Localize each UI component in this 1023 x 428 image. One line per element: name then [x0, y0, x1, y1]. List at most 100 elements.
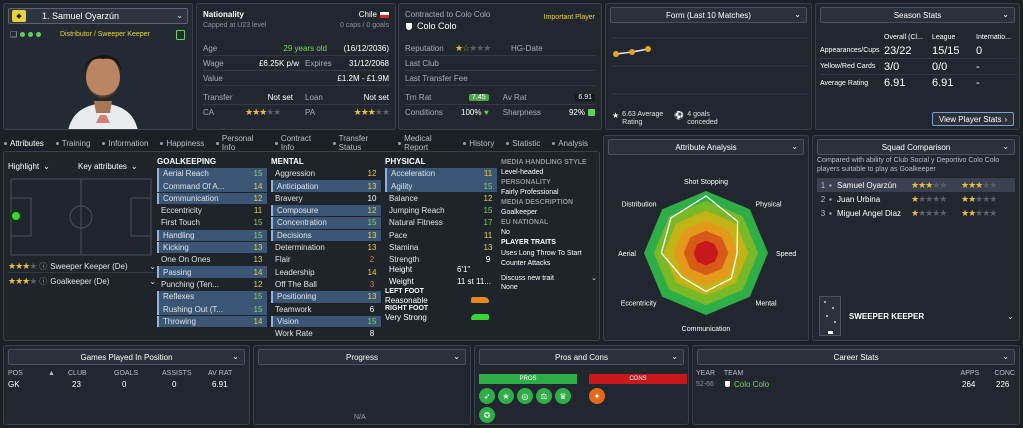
ball-icon: ⚽: [674, 111, 685, 120]
pros-cons-header[interactable]: Pros and Cons ⌄: [479, 349, 684, 365]
table-row[interactable]: GK 23 0 0 6.91: [8, 379, 228, 389]
chevron-down-icon[interactable]: ⌄: [1007, 312, 1014, 321]
col-conc[interactable]: CONC: [994, 370, 1015, 377]
attribute-row[interactable]: Bravery 10: [271, 193, 381, 205]
col-team[interactable]: TEAM: [723, 370, 744, 377]
tab-analysis[interactable]: Analysis: [552, 139, 588, 148]
con-flair-icon[interactable]: ✦: [589, 388, 605, 404]
attribute-name: Jumping Reach: [389, 206, 445, 216]
nationality-value[interactable]: Chile: [358, 10, 377, 19]
col-pos[interactable]: POS: [8, 370, 23, 377]
col-avrat[interactable]: AV RAT: [208, 370, 233, 377]
position-marker-gk[interactable]: [10, 210, 22, 222]
squad-row[interactable]: 3 ▪ Miguel Angel Diaz ★★★★★ ★★★★★: [817, 206, 1015, 220]
pro-balance-icon[interactable]: ⚖: [536, 388, 552, 404]
tab-information[interactable]: Information: [102, 139, 148, 148]
form-point[interactable]: [645, 46, 651, 52]
attribute-row[interactable]: Anticipation 13: [271, 180, 381, 192]
col-year[interactable]: YEAR: [696, 370, 716, 377]
attribute-row[interactable]: Eccentricity 11: [157, 205, 267, 217]
attribute-row[interactable]: Flair 2: [271, 254, 381, 266]
pro-leadership-icon[interactable]: ♛: [555, 388, 571, 404]
attribute-row[interactable]: Balance 12: [385, 193, 497, 205]
attribute-row[interactable]: Punching (Ten... 12: [157, 279, 267, 291]
attribute-row[interactable]: Decisions 13: [271, 229, 381, 242]
attribute-row[interactable]: Determination 13: [271, 242, 381, 254]
attribute-row[interactable]: Work Rate 8: [271, 328, 381, 340]
season-header[interactable]: Season Stats ⌄: [820, 7, 1015, 23]
attribute-row[interactable]: Composure 12: [271, 204, 381, 217]
analysis-header[interactable]: Attribute Analysis ⌄: [608, 139, 804, 155]
tab-training[interactable]: Training: [55, 139, 90, 148]
pitch-diagram[interactable]: [10, 178, 152, 256]
attribute-row[interactable]: Throwing 14: [157, 315, 267, 328]
form-point[interactable]: [629, 49, 635, 55]
form-header[interactable]: Form (Last 10 Matches) ⌄: [610, 7, 807, 23]
season-col-overall[interactable]: Overall (Cl...: [884, 34, 923, 41]
tab-statistic[interactable]: Statistic: [506, 139, 540, 148]
tab-history[interactable]: History: [463, 139, 494, 148]
attribute-row[interactable]: Rushing Out (T... 15: [157, 303, 267, 315]
season-col-intl[interactable]: Internatio...: [976, 34, 1012, 41]
attribute-row[interactable]: Off The Ball 3: [271, 279, 381, 291]
role-row[interactable]: ★★★★ ⓘ Goalkeeper (De) ⌄: [8, 275, 156, 287]
attribute-row[interactable]: Handling 15: [157, 229, 267, 242]
view-player-stats-button[interactable]: View Player Stats ›: [932, 112, 1014, 126]
table-row[interactable]: 52-66 Colo Colo 264 226: [696, 379, 1010, 389]
pro-star-icon[interactable]: ★: [498, 388, 514, 404]
attribute-row[interactable]: Natural Fitness 17: [385, 217, 497, 229]
squad-row[interactable]: 2 ▪ Juan Urbina ★★★★★ ★★★★★: [817, 192, 1015, 206]
attribute-row[interactable]: Communication 12: [157, 192, 267, 205]
col-club[interactable]: CLUB: [68, 370, 87, 377]
squad-row[interactable]: 1 ▪ Samuel Oyarzún ★★★★★ ★★★★★: [817, 178, 1015, 192]
attribute-row[interactable]: Concentration 15: [271, 217, 381, 229]
tab-personal-info[interactable]: Personal Info: [216, 134, 263, 152]
chevron-down-icon: ⌄: [149, 276, 156, 286]
attribute-row[interactable]: Passing 14: [157, 266, 267, 278]
club-name[interactable]: Colo Colo: [417, 21, 457, 31]
attribute-row[interactable]: Positioning 13: [271, 291, 381, 303]
trait-item[interactable]: Uses Long Throw To Start: [501, 250, 582, 257]
pro-agility-icon[interactable]: ➶: [479, 388, 495, 404]
season-col-league[interactable]: League: [932, 34, 956, 41]
pro-brain-icon[interactable]: ✪: [479, 407, 495, 423]
attribute-row[interactable]: One On Ones 13: [157, 254, 267, 266]
chevron-down-icon: ⌄: [791, 142, 798, 151]
tab-transfer-status[interactable]: Transfer Status: [333, 134, 386, 152]
col-goals[interactable]: GOALS: [114, 370, 139, 377]
attribute-row[interactable]: First Touch 15: [157, 217, 267, 229]
attribute-row[interactable]: Strength 9: [385, 254, 497, 266]
squad-header[interactable]: Squad Comparison ⌄: [817, 139, 1015, 155]
progress-header[interactable]: Progress ⌄: [258, 349, 466, 365]
form-point[interactable]: [613, 51, 619, 57]
radar-label: Aerial: [618, 251, 636, 258]
attribute-row[interactable]: Jumping Reach 15: [385, 205, 497, 217]
player-name-select[interactable]: ◆ 1. Samuel Oyarzún ⌄: [8, 8, 188, 24]
tab-attributes[interactable]: Attributes: [4, 139, 44, 148]
discuss-trait-dropdown[interactable]: Discuss new trait ⌄: [501, 274, 597, 283]
pro-target-icon[interactable]: ◎: [517, 388, 533, 404]
attribute-row[interactable]: Stamina 13: [385, 242, 497, 254]
games-header[interactable]: Games Played In Position ⌄: [8, 349, 245, 365]
tab-medical-report[interactable]: Medical Report: [398, 134, 451, 152]
col-assists[interactable]: ASSISTS: [162, 370, 192, 377]
attribute-row[interactable]: Vision 15: [271, 315, 381, 328]
attribute-row[interactable]: Aerial Reach 15: [157, 168, 267, 180]
key-attributes-dropdown[interactable]: Key attributes ⌄: [78, 162, 138, 171]
attribute-row[interactable]: Leadership 14: [271, 266, 381, 278]
attribute-row[interactable]: Reflexes 15: [157, 291, 267, 303]
attribute-row[interactable]: Kicking 13: [157, 241, 267, 254]
attribute-row[interactable]: Teamwork 6: [271, 303, 381, 315]
attribute-row[interactable]: Command Of A... 14: [157, 180, 267, 192]
attribute-row[interactable]: Acceleration 11: [385, 168, 497, 180]
col-apps[interactable]: APPS: [960, 370, 980, 377]
attribute-row[interactable]: Agility 15: [385, 180, 497, 192]
tab-happiness[interactable]: Happiness: [160, 139, 204, 148]
career-header[interactable]: Career Stats ⌄: [697, 349, 1015, 365]
clipboard-icon[interactable]: [176, 30, 185, 40]
attribute-row[interactable]: Pace 11: [385, 230, 497, 242]
role-row[interactable]: ★★★★ ⓘ Sweeper Keeper (De) ⌄: [8, 261, 156, 273]
highlight-dropdown[interactable]: Highlight ⌄: [8, 162, 50, 171]
attribute-row[interactable]: Aggression 12: [271, 168, 381, 180]
tab-contract-info[interactable]: Contract Info: [275, 134, 321, 152]
